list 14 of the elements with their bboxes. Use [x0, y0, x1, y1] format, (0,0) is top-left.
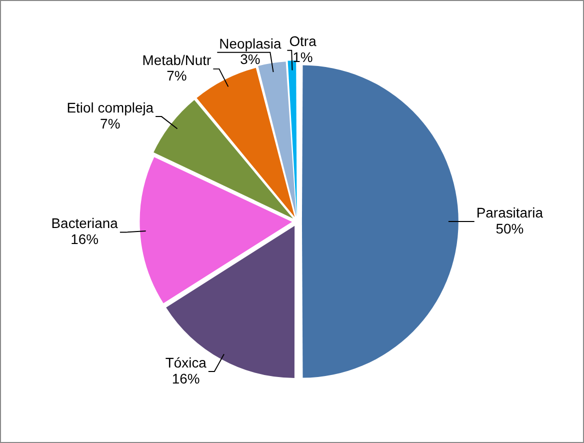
slice-label: Neoplasia — [219, 35, 282, 52]
slice-label: Parasitaria — [476, 204, 544, 220]
data-label: 50% — [496, 220, 524, 236]
slice-label: Bacteriana — [51, 215, 118, 232]
data-label: 16% — [172, 370, 200, 386]
data-label: 16% — [70, 231, 99, 248]
slice-label: Metab/Nutr — [142, 52, 212, 68]
slice-label: Etiol compleja — [66, 99, 154, 116]
data-label: 7% — [100, 115, 120, 132]
slice-label: Tóxica — [165, 354, 207, 370]
data-label: 1% — [292, 49, 313, 66]
data-label: 7% — [166, 68, 187, 84]
slice-label: Otra — [289, 33, 317, 50]
data-label: 3% — [240, 51, 260, 68]
